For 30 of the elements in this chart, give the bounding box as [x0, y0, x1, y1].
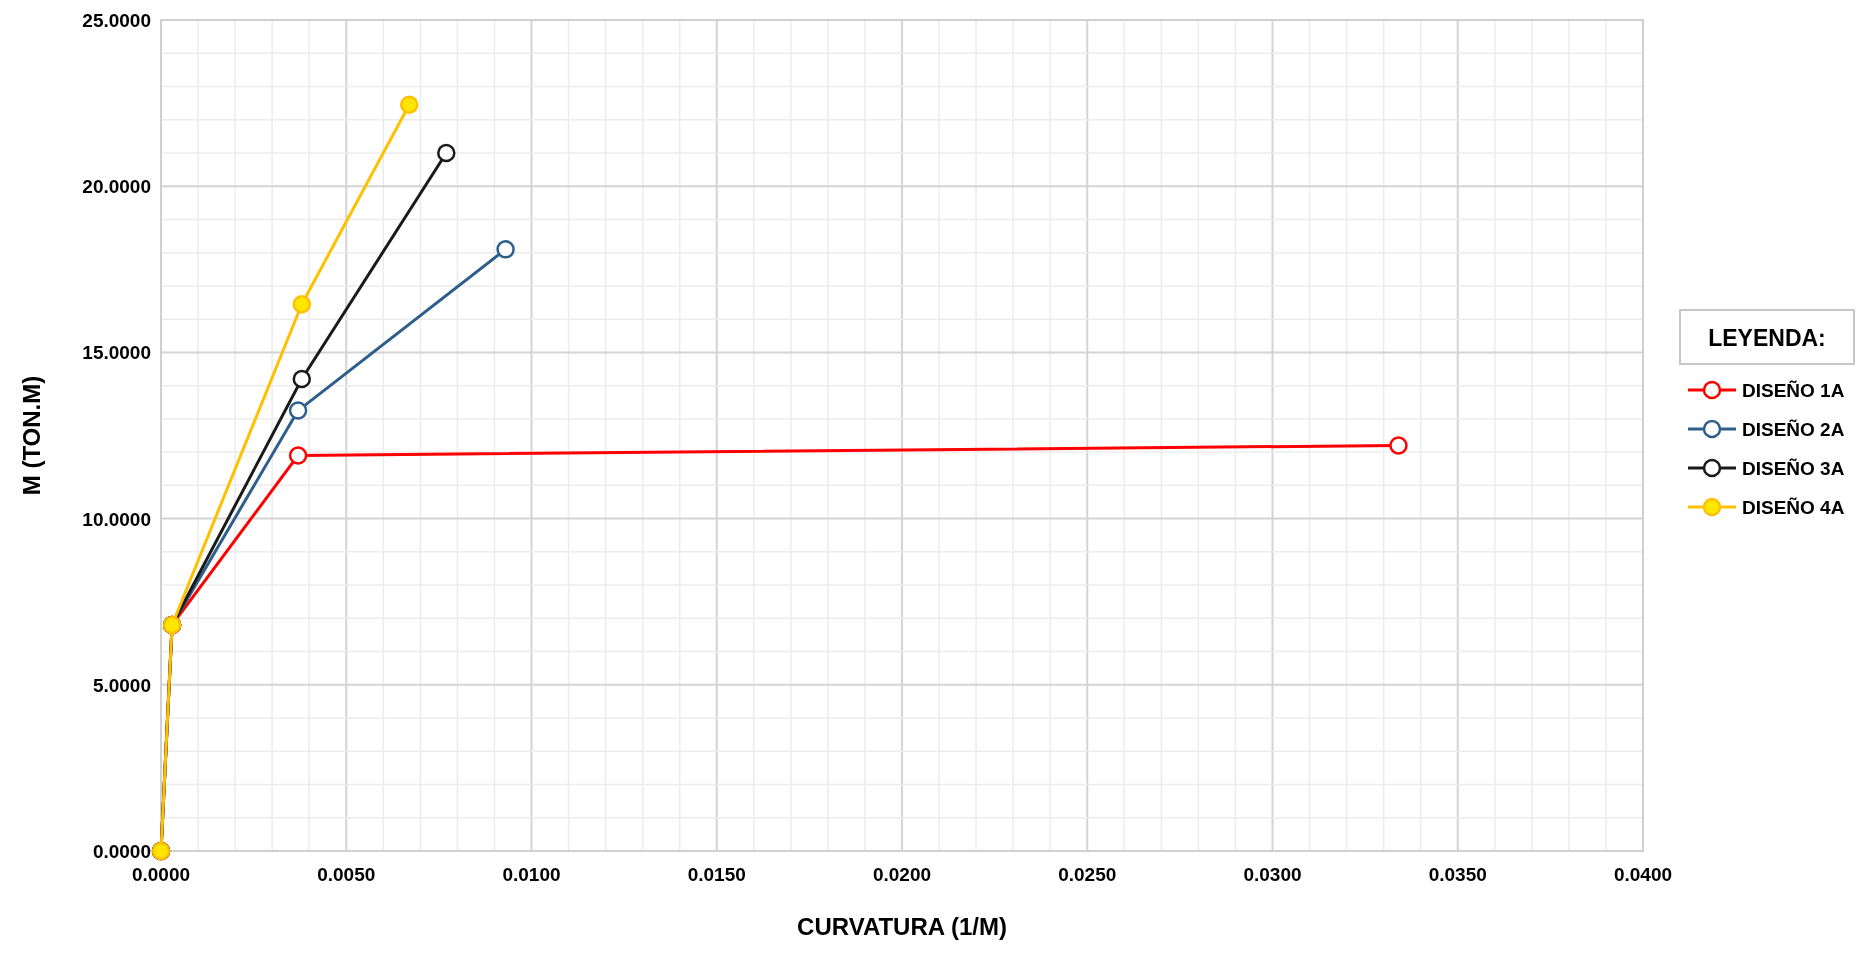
legend-label: DISEÑO 4A [1742, 497, 1845, 518]
point [292, 294, 312, 314]
x-tick-label: 0.0250 [1058, 864, 1117, 885]
x-tick-label: 0.0150 [687, 864, 746, 885]
y-tick-label: 10.0000 [82, 508, 151, 530]
x-axis-title: CURVATURA (1/M) [797, 913, 1007, 940]
y-axis-title: M (TON.M) [18, 375, 45, 496]
x-tick-label: 0.0100 [502, 864, 561, 885]
y-tick-label: 5.0000 [92, 674, 151, 696]
x-tick-label: 0.0300 [1243, 864, 1302, 885]
x-tick-label: 0.0350 [1428, 864, 1487, 885]
y-tick-label: 25.0000 [82, 10, 151, 31]
x-tick-label: 0.0400 [1613, 864, 1673, 885]
legend-label: DISEÑO 3A [1742, 458, 1845, 479]
y-tick-label: 20.0000 [82, 176, 151, 198]
legend-label: DISEÑO 2A [1742, 419, 1845, 440]
x-tick-label: 0.0050 [317, 864, 376, 885]
legend-label: DISEÑO 1A [1742, 380, 1845, 401]
point [1389, 436, 1408, 455]
point [437, 143, 456, 163]
x-tick-label: 0.0000 [131, 864, 191, 885]
point [496, 240, 515, 259]
point [399, 95, 419, 115]
y-tick-label: 0.0000 [92, 841, 151, 862]
x-tick-label: 0.0200 [872, 864, 932, 885]
point [288, 401, 308, 420]
y-tick-label: 15.0000 [82, 342, 151, 364]
point [292, 369, 312, 389]
legend-title: LEYENDA: [1708, 325, 1826, 351]
point [288, 446, 308, 465]
